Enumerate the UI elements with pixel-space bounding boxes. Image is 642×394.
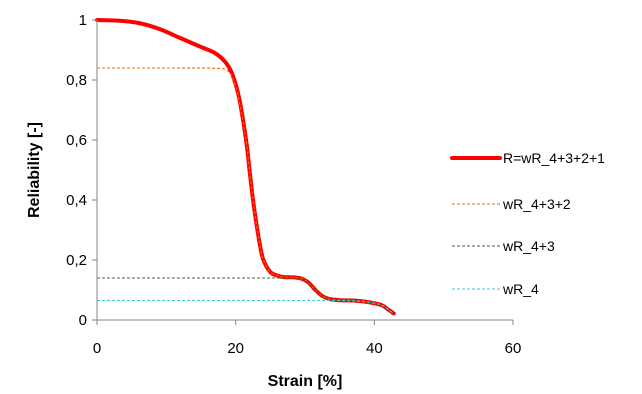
series-line-3 <box>97 277 395 314</box>
y-tick-label: 0,2 <box>66 252 87 269</box>
legend-label: R=wR_4+3+2+1 <box>503 150 605 166</box>
x-axis-ticks: 0 20 40 60 <box>93 320 522 357</box>
y-tick-label: 0,4 <box>66 192 87 209</box>
legend-label: wR_4+3+2 <box>502 196 571 212</box>
axes <box>96 20 513 321</box>
series-line-4 <box>97 299 395 314</box>
legend: R=wR_4+3+2+1 wR_4+3+2 wR_4+3 wR_4 <box>450 150 605 297</box>
x-tick-label: 60 <box>505 340 522 357</box>
legend-label: wR_4+3 <box>502 238 555 254</box>
plot-area <box>95 18 396 316</box>
y-tick-label: 0,6 <box>66 132 87 149</box>
series-line-1 <box>95 18 396 316</box>
y-tick-label: 1 <box>79 12 87 29</box>
y-tick-label: 0,8 <box>66 72 87 89</box>
y-tick-label: 0 <box>79 312 87 329</box>
x-tick-label: 20 <box>227 340 244 357</box>
x-tick-label: 40 <box>366 340 383 357</box>
x-axis-title: Strain [%] <box>268 373 343 390</box>
legend-label: wR_4 <box>502 281 539 297</box>
y-axis-title: Reliability [-] <box>26 122 43 218</box>
series-line-2 <box>97 67 395 314</box>
y-axis-ticks: 0 0,2 0,4 0,6 0,8 1 <box>66 12 97 329</box>
x-tick-label: 0 <box>93 340 101 357</box>
